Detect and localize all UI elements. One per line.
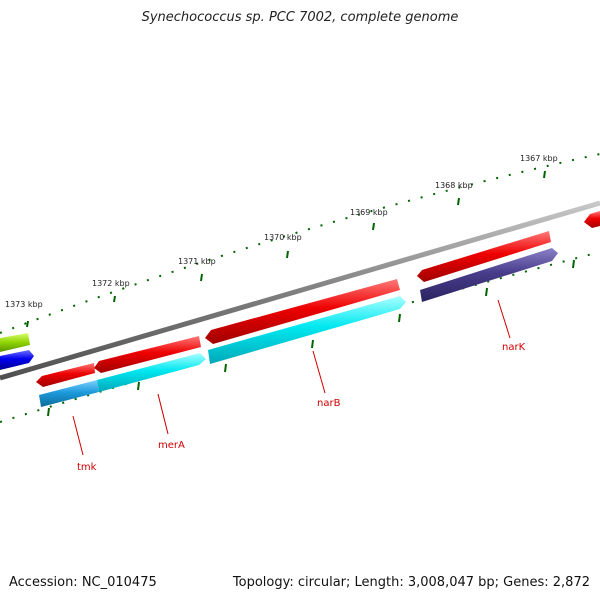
gene-label-merA[interactable]: merA <box>158 440 185 451</box>
partial-gene[interactable] <box>0 333 30 352</box>
gene-arrow[interactable] <box>208 296 406 364</box>
accession-text: Accession: NC_010475 <box>9 575 157 590</box>
scale-major-tick <box>224 363 227 373</box>
scale-label: 1372 kbp <box>92 279 130 288</box>
scale-major-tick <box>26 320 29 328</box>
scale-major-tick <box>286 250 289 259</box>
scale-label: 1371 kbp <box>178 257 216 266</box>
scale-major-tick <box>47 407 50 417</box>
gene-arrow[interactable] <box>39 380 99 407</box>
scale-major-tick <box>311 339 314 349</box>
scale-major-tick <box>572 259 575 269</box>
scale-major-tick <box>398 313 401 323</box>
scale-label: 1367 kbp <box>520 154 558 163</box>
gene-label-lines <box>72 299 511 456</box>
label-leader-line <box>72 415 84 456</box>
forward-strand <box>0 211 600 387</box>
scale-major-tick <box>372 222 375 231</box>
label-leader-line <box>312 350 326 394</box>
gene-arrow[interactable] <box>97 353 206 392</box>
gene-label-tmk[interactable]: tmk <box>77 462 97 473</box>
scale-label: 1373 kbp <box>5 300 43 309</box>
gene-arrow[interactable] <box>36 363 95 387</box>
scale-label: 1368 kbp <box>435 181 473 190</box>
scale-major-tick <box>485 287 488 297</box>
scale-major-tick <box>113 295 116 303</box>
scale-label: 1370 kbp <box>264 233 302 242</box>
genome-stats-text: Topology: circular; Length: 3,008,047 bp… <box>232 575 590 590</box>
gene-arrow[interactable] <box>205 279 400 344</box>
scale-major-tick <box>543 170 546 179</box>
gene-label-narB[interactable]: narB <box>317 398 341 409</box>
label-leader-line <box>157 393 169 435</box>
outer-scale-ring <box>0 153 600 334</box>
partial-gene[interactable] <box>0 350 34 370</box>
gene-arrow[interactable] <box>584 211 600 228</box>
scale-major-tick <box>457 197 460 206</box>
scale-label: 1369 kbp <box>350 208 388 217</box>
genome-title: Synechococcus sp. PCC 7002, complete gen… <box>141 10 459 25</box>
gene-arrow[interactable] <box>417 231 551 282</box>
label-leader-line <box>497 299 511 339</box>
scale-major-tick <box>200 273 203 282</box>
reverse-strand <box>0 248 558 407</box>
gene-arrow[interactable] <box>94 336 201 373</box>
gene-arrow[interactable] <box>420 248 558 302</box>
genome-backbone <box>0 200 600 381</box>
gene-label-narK[interactable]: narK <box>502 342 526 353</box>
scale-major-tick <box>137 381 140 391</box>
